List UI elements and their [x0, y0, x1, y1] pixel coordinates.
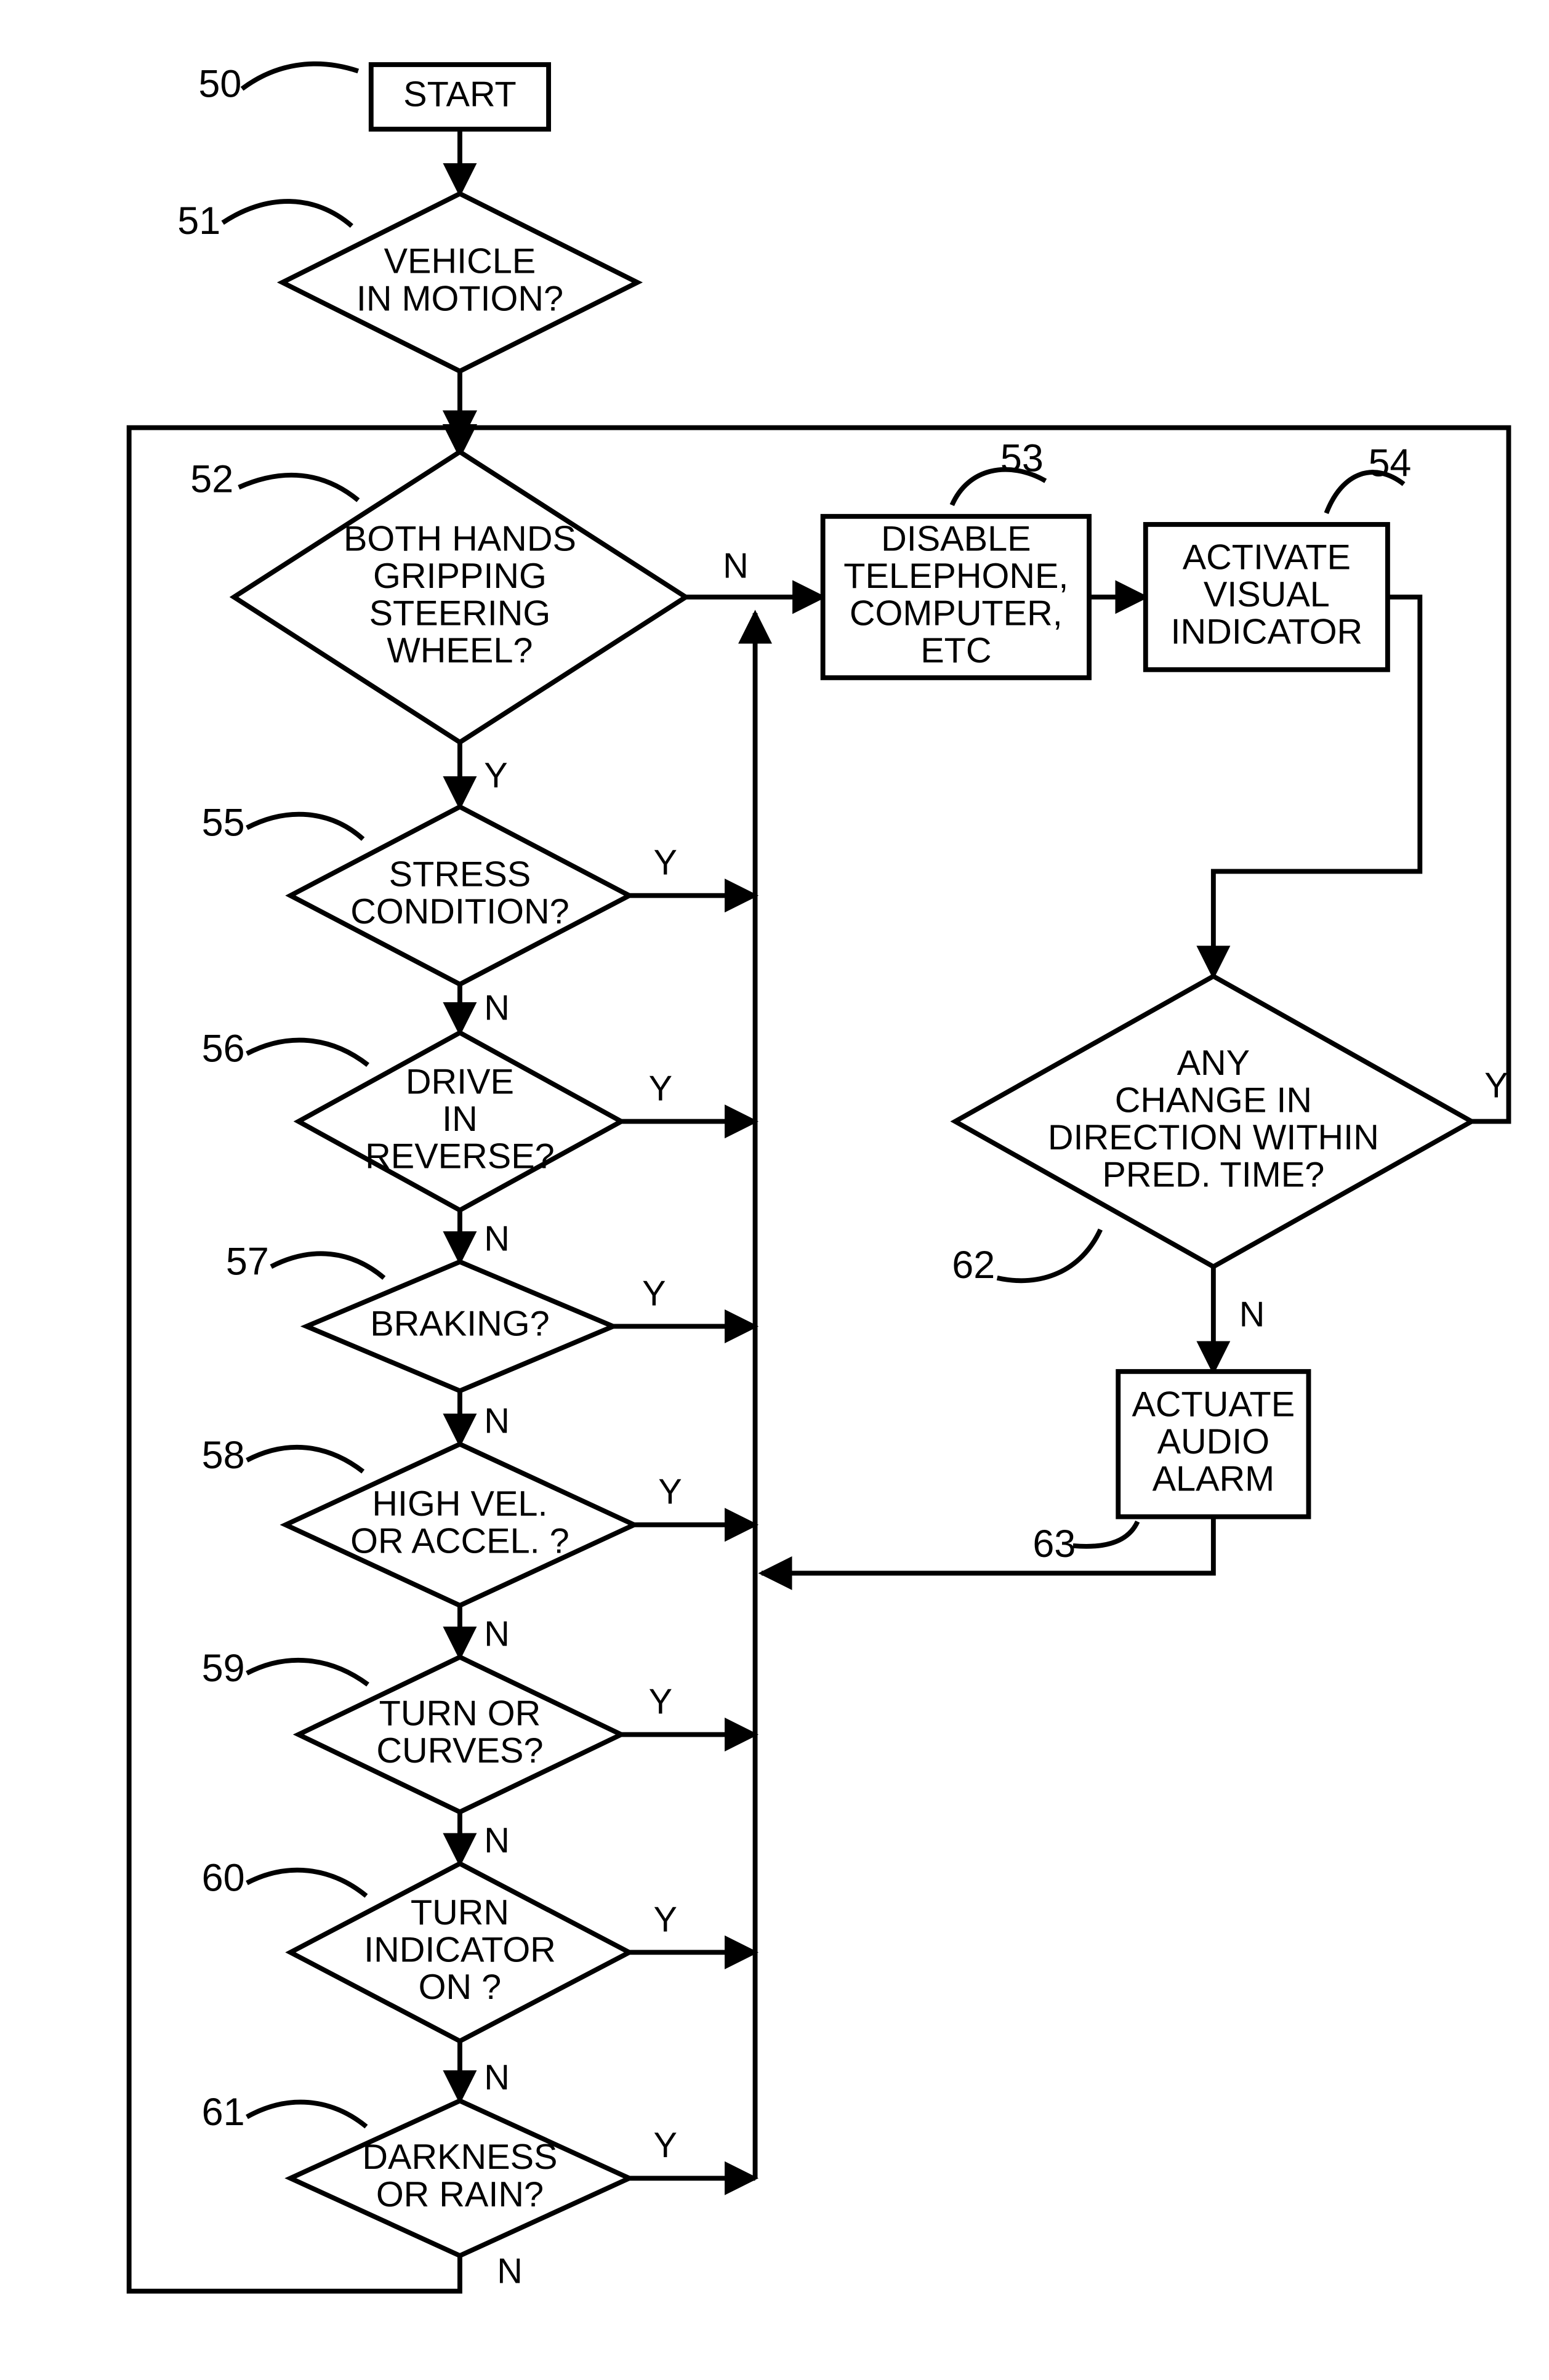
ref-leader: [1326, 472, 1404, 513]
edge-label: Y: [484, 756, 507, 795]
ref-leader: [271, 1253, 384, 1277]
edge-label: Y: [649, 1682, 672, 1721]
node-text: DRIVE: [406, 1062, 514, 1101]
node-text: ACTUATE: [1132, 1385, 1295, 1424]
node-text: REVERSE?: [365, 1136, 555, 1176]
node-n56: DRIVEINREVERSE? 56: [202, 1027, 621, 1210]
node-text: GRIPPING: [373, 557, 547, 596]
flowchart-canvas: Y N Y N N N N N N N Y Y Y Y Y Y Y N START 50 VEHICLEIN MOTIO…: [0, 0, 1549, 2380]
edge-label: N: [723, 546, 749, 585]
node-text: IN: [442, 1100, 478, 1139]
edge-label: N: [484, 1219, 510, 1258]
node-text: TURN: [411, 1893, 509, 1932]
node-text: ETC: [920, 631, 991, 670]
node-n50: START 50: [198, 62, 549, 129]
ref-label: 59: [202, 1647, 245, 1690]
node-text: STRESS: [389, 855, 531, 895]
edge-label: N: [484, 1821, 510, 1860]
edge-label: N: [484, 2058, 510, 2097]
node-text: VISUAL: [1204, 575, 1330, 614]
ref-label: 63: [1032, 1522, 1076, 1566]
edge-label: Y: [649, 1069, 672, 1109]
node-n51: VEHICLEIN MOTION? 51: [177, 194, 637, 371]
node-text: ANY: [1177, 1043, 1250, 1083]
ref-leader: [242, 64, 358, 89]
node-text: PRED. TIME?: [1102, 1156, 1324, 1195]
node-text: DIRECTION WITHIN: [1048, 1118, 1379, 1157]
ref-leader: [247, 1870, 366, 1896]
edge-label: Y: [658, 1473, 682, 1512]
edge: [762, 1517, 1213, 1574]
edge-label: Y: [653, 843, 677, 883]
ref-label: 50: [198, 62, 241, 105]
node-text: ON ?: [419, 1968, 502, 2007]
node-text: START: [403, 75, 517, 115]
ref-leader: [1073, 1522, 1138, 1546]
node-text: VEHICLE: [384, 242, 536, 281]
edge-label: Y: [1484, 1066, 1508, 1105]
node-text: HIGH VEL.: [372, 1484, 547, 1524]
edge-label: N: [497, 2252, 523, 2291]
edge-label: Y: [653, 2126, 677, 2165]
ref-label: 56: [202, 1027, 245, 1071]
node-text: STEERING: [369, 593, 551, 633]
ref-leader: [997, 1229, 1101, 1280]
node-n57: BRAKING? 57: [226, 1240, 613, 1391]
node-text: TURN OR: [379, 1694, 541, 1733]
edge-label: Y: [642, 1274, 666, 1313]
node-text: BOTH HANDS: [344, 519, 576, 558]
ref-leader: [247, 1040, 368, 1065]
edge-label: N: [484, 1401, 510, 1441]
node-n55: STRESSCONDITION? 55: [202, 802, 630, 984]
ref-label: 52: [190, 457, 233, 501]
ref-leader: [952, 470, 1045, 505]
ref-label: 51: [177, 199, 220, 243]
node-text: OR RAIN?: [376, 2175, 544, 2214]
ref-label: 62: [952, 1244, 995, 1287]
edge-label: Y: [653, 1900, 677, 1939]
node-text: OR ACCEL. ?: [350, 1521, 569, 1561]
node-text: DARKNESS: [362, 2137, 557, 2177]
node-text: CONDITION?: [350, 892, 569, 931]
ref-leader: [247, 814, 363, 839]
node-text: IN MOTION?: [356, 279, 563, 318]
node-n62: ANYCHANGE INDIRECTION WITHINPRED. TIME? 6…: [952, 976, 1471, 1287]
node-n53: DISABLETELEPHONE,COMPUTER,ETC53: [823, 436, 1089, 677]
edge-label: N: [1239, 1295, 1265, 1334]
node-n61: DARKNESSOR RAIN? 61: [202, 2091, 630, 2256]
node-text: INDICATOR: [1170, 613, 1362, 652]
node-n60: TURNINDICATORON ? 60: [202, 1857, 630, 2041]
node-text: DISABLE: [881, 519, 1031, 558]
node-n59: TURN ORCURVES? 59: [202, 1647, 621, 1812]
node-text: CURVES?: [376, 1731, 543, 1771]
ref-leader: [247, 2102, 366, 2127]
node-n58: HIGH VEL.OR ACCEL. ? 58: [202, 1434, 634, 1606]
node-n63: ACTUATEAUDIOALARM 63: [1032, 1372, 1308, 1566]
ref-leader: [247, 1447, 363, 1471]
node-text: CHANGE IN: [1115, 1081, 1312, 1120]
node-text: BRAKING?: [370, 1305, 550, 1344]
ref-leader: [239, 475, 358, 501]
node-text: ALARM: [1153, 1460, 1275, 1499]
ref-leader: [223, 201, 352, 226]
node-text: INDICATOR: [364, 1931, 556, 1970]
ref-label: 57: [226, 1240, 269, 1284]
node-text: AUDIO: [1157, 1422, 1270, 1461]
node-text: WHEEL?: [387, 631, 533, 670]
node-text: ACTIVATE: [1183, 538, 1351, 577]
ref-label: 58: [202, 1434, 245, 1477]
node-text: TELEPHONE,: [843, 557, 1068, 596]
ref-label: 60: [202, 1857, 245, 1900]
edge-label: N: [484, 1614, 510, 1654]
ref-label: 55: [202, 802, 245, 845]
node-n54: ACTIVATEVISUALINDICATOR54: [1146, 441, 1412, 669]
ref-label: 61: [202, 2091, 245, 2134]
node-text: COMPUTER,: [850, 593, 1063, 633]
ref-leader: [247, 1660, 368, 1684]
edge-label: N: [484, 989, 510, 1028]
node-n52: BOTH HANDSGRIPPINGSTEERINGWHEEL? 52: [190, 452, 686, 742]
nodes: START 50 VEHICLEIN MOTION? 51 BOTH HANDSGRIP…: [177, 62, 1471, 2256]
